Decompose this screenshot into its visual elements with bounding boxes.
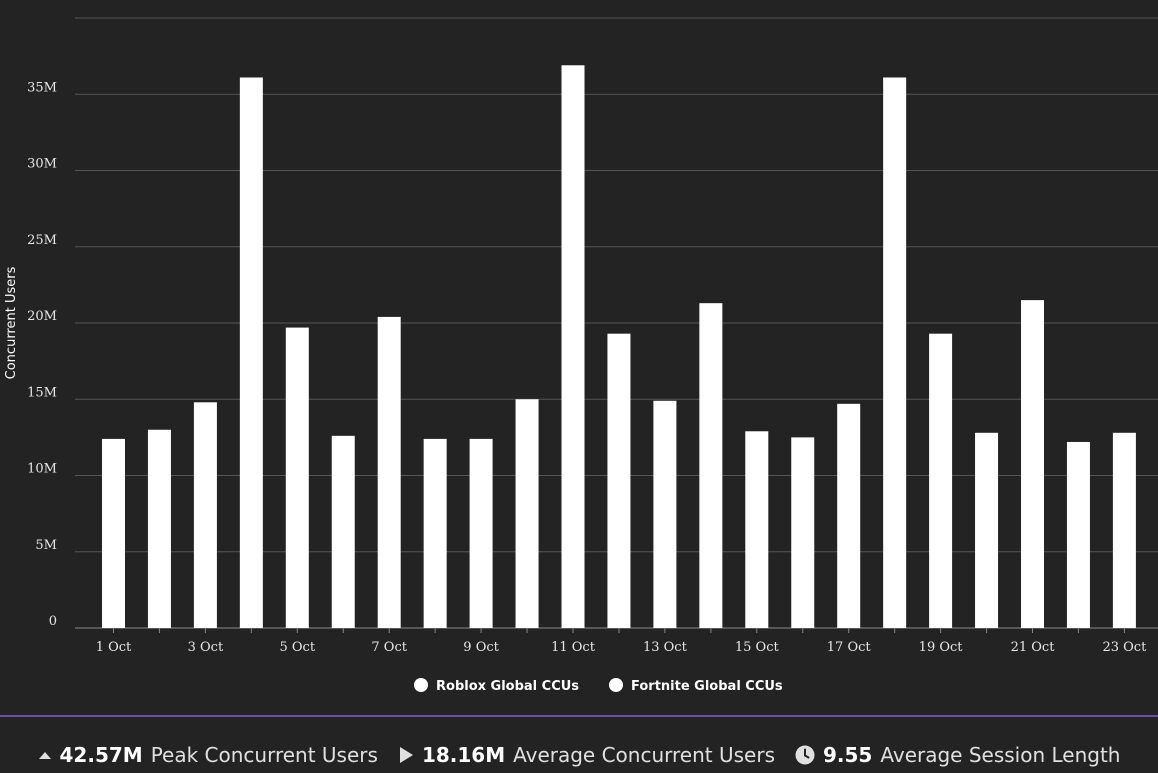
stat-average-users: 18.16M Average Concurrent Users bbox=[398, 743, 775, 767]
x-tick-label: 9 Oct bbox=[463, 640, 499, 655]
y-tick-label: 35M bbox=[27, 80, 57, 95]
stat-session-length-value: 9.55 bbox=[822, 743, 873, 767]
bar-15-oct[interactable] bbox=[745, 431, 769, 628]
bar-7-oct[interactable] bbox=[377, 316, 401, 628]
y-tick-label: 25M bbox=[27, 233, 57, 248]
bar-23-oct[interactable] bbox=[1112, 432, 1136, 628]
stat-average-users-value: 18.16M bbox=[421, 743, 506, 767]
bar-12-oct[interactable] bbox=[607, 333, 631, 628]
bar-16-oct[interactable] bbox=[791, 437, 815, 628]
bar-19-oct[interactable] bbox=[929, 333, 953, 628]
stat-peak: 42.57M Peak Concurrent Users bbox=[38, 743, 378, 767]
stat-session-length: 9.55 Average Session Length bbox=[795, 743, 1121, 767]
bar-chart: 0 5M 10M 15M 20M 25M 30M 35M 1 Oct 3 Oct 5 Oct 7 O… bbox=[4, 17, 1158, 694]
x-tick-label: 1 Oct bbox=[96, 640, 132, 655]
bar-5-oct[interactable] bbox=[285, 327, 309, 628]
x-tick-label: 7 Oct bbox=[371, 640, 407, 655]
bar-17-oct[interactable] bbox=[837, 403, 861, 628]
bar-14-oct[interactable] bbox=[699, 303, 723, 628]
legend-marker-roblox bbox=[414, 678, 428, 692]
stats-bar: 42.57M Peak Concurrent Users 18.16M Aver… bbox=[0, 738, 1158, 772]
y-axis-label: Concurrent Users bbox=[4, 266, 19, 379]
x-tick-label: 13 Oct bbox=[643, 640, 688, 655]
clock-icon bbox=[795, 745, 815, 765]
x-tick-label: 19 Oct bbox=[919, 640, 964, 655]
y-tick-label: 15M bbox=[27, 385, 57, 400]
bar-22-oct[interactable] bbox=[1066, 441, 1090, 628]
x-tick-label: 5 Oct bbox=[280, 640, 316, 655]
y-tick-label: 0 bbox=[49, 614, 57, 629]
y-tick-label: 10M bbox=[27, 462, 57, 477]
triangle-up-icon bbox=[38, 749, 52, 761]
x-tick-label: 11 Oct bbox=[551, 640, 596, 655]
x-tick-label: 17 Oct bbox=[827, 640, 872, 655]
stat-average-users-label: Average Concurrent Users bbox=[513, 743, 775, 767]
x-tick-label: 3 Oct bbox=[188, 640, 224, 655]
bar-10-oct[interactable] bbox=[515, 399, 539, 628]
bar-3-oct[interactable] bbox=[193, 402, 217, 628]
bar-1-oct[interactable] bbox=[102, 438, 125, 628]
legend-item-roblox[interactable]: Roblox Global CCUs bbox=[414, 678, 579, 694]
y-tick-label: 30M bbox=[27, 157, 57, 172]
bar-11-oct[interactable] bbox=[561, 65, 585, 628]
bar-13-oct[interactable] bbox=[653, 400, 677, 628]
bar-6-oct[interactable] bbox=[331, 435, 355, 628]
x-tick-label: 23 Oct bbox=[1102, 640, 1147, 655]
stat-peak-value: 42.57M bbox=[59, 743, 143, 767]
bar-4-oct[interactable] bbox=[239, 77, 263, 629]
x-axis-ticks: 1 Oct 3 Oct 5 Oct 7 Oct 9 Oct 11 Oct 13 Oct 15 … bbox=[96, 628, 1147, 655]
x-tick-label: 21 Oct bbox=[1011, 640, 1056, 655]
bar-8-oct[interactable] bbox=[423, 438, 447, 628]
y-axis-ticks: 0 5M 10M 15M 20M 25M 30M 35M bbox=[27, 80, 57, 629]
bar-20-oct[interactable] bbox=[975, 432, 999, 628]
bar-2-oct[interactable] bbox=[147, 429, 171, 628]
legend-marker-fortnite bbox=[609, 678, 623, 692]
section-divider bbox=[0, 715, 1158, 717]
legend-item-fortnite[interactable]: Fortnite Global CCUs bbox=[609, 678, 783, 694]
x-tick-label: 15 Oct bbox=[735, 640, 780, 655]
play-icon bbox=[398, 746, 414, 764]
legend-label-fortnite: Fortnite Global CCUs bbox=[631, 679, 783, 694]
stat-session-length-label: Average Session Length bbox=[880, 743, 1121, 767]
y-tick-label: 5M bbox=[35, 538, 57, 553]
stat-peak-label: Peak Concurrent Users bbox=[150, 743, 378, 767]
legend: Roblox Global CCUs Fortnite Global CCUs bbox=[414, 678, 783, 694]
bars bbox=[102, 65, 1136, 629]
y-tick-label: 20M bbox=[27, 309, 57, 324]
bar-21-oct[interactable] bbox=[1021, 300, 1044, 628]
bar-18-oct[interactable] bbox=[883, 77, 907, 629]
legend-label-roblox: Roblox Global CCUs bbox=[436, 679, 579, 694]
bar-9-oct[interactable] bbox=[469, 438, 493, 628]
